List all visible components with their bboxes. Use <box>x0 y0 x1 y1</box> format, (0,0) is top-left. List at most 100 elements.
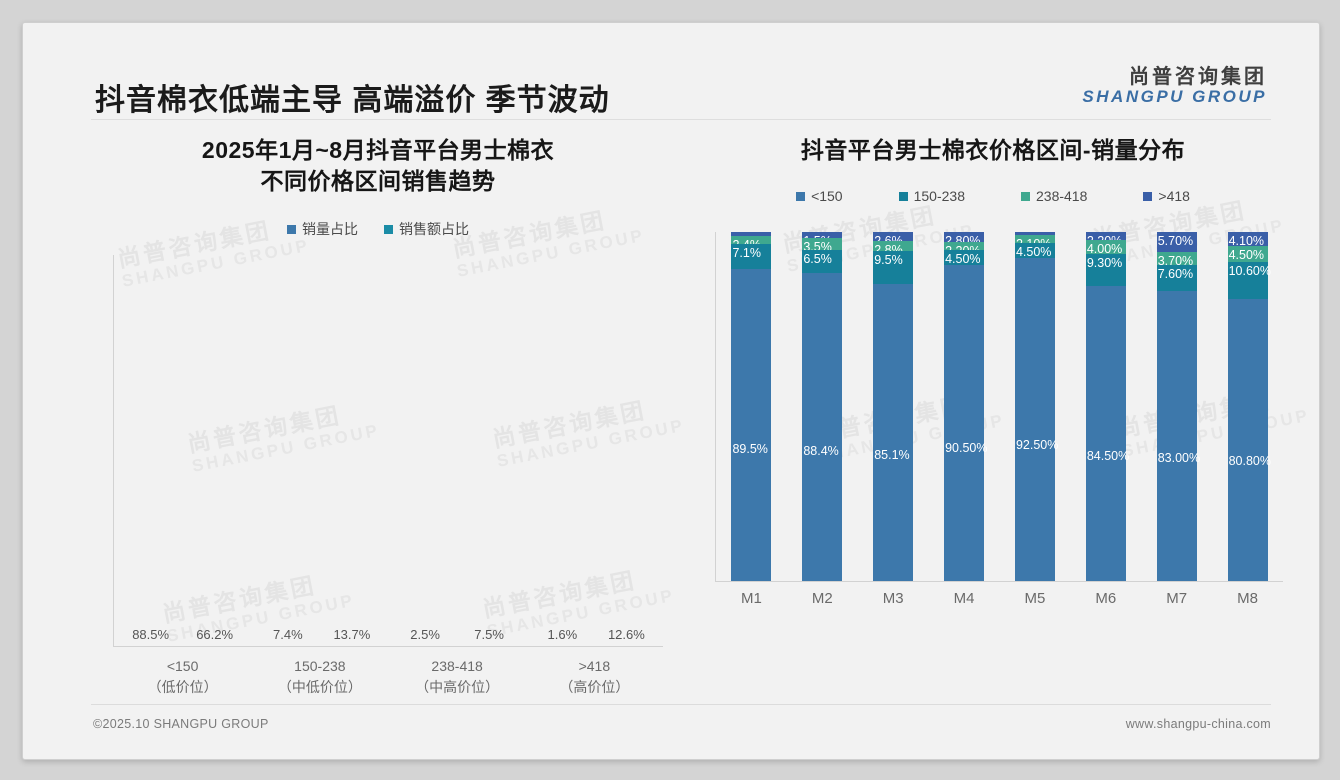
segment->418-M7[interactable]: 5.70% <box>1156 232 1197 252</box>
segment-value-label: 85.1% <box>874 448 910 463</box>
left-chart-title-line1: 2025年1月~8月抖音平台男士棉衣 <box>201 137 555 163</box>
x-tick-label: M6 <box>1095 590 1117 608</box>
segment-238-418-M1[interactable]: 2.4% <box>731 235 772 252</box>
left-chart-title-line2: 不同价格区间销售趋势 <box>260 168 496 195</box>
segment-value-label: 88.4% <box>803 443 839 458</box>
y-axis-line <box>113 255 114 648</box>
segment-238-418-M6[interactable]: 4.00% <box>1085 239 1126 256</box>
stacked-bar[interactable]: 2.20%4.00%9.30% 84.50% <box>1085 232 1130 582</box>
segment-238-418-M2[interactable]: 3.5% <box>802 237 843 254</box>
stacked-bar[interactable]: 4.10% 4.50% 10.60% 80.80% <box>1227 232 1271 582</box>
legend-label: 销售额占比 <box>399 221 469 238</box>
segment-150-238-M1[interactable]: 7.1% <box>731 243 772 269</box>
segment-150-238-M7[interactable]: 7.60% <box>1156 264 1197 292</box>
stack-column-M7: 5.70% 3.70% 7.60% 83.00% <box>1141 232 1212 582</box>
segment-value-label: 4.50% <box>945 251 981 266</box>
segment-value-label: 84.50% <box>1086 449 1130 464</box>
segment-<150-M4[interactable]: 90.50% <box>944 265 987 582</box>
segment-value-label: 10.60% <box>1228 264 1271 279</box>
bar-value-label: 13.7% <box>333 627 371 643</box>
legend-swatch-icon <box>796 191 806 201</box>
segment-150-238-M6[interactable]: 9.30% <box>1085 253 1126 287</box>
legend-item-1[interactable]: 销量占比 <box>287 219 358 239</box>
stacked-bar[interactable]: 1.5%3.5%6.5%88.4% <box>802 232 843 582</box>
segment->418-M8[interactable]: 4.10% <box>1227 232 1268 248</box>
x-tick-sublabel: （低价位） <box>147 679 218 696</box>
segment-<150-M2[interactable]: 88.4% <box>802 272 843 582</box>
x-tick-sublabel: （中高价位） <box>415 679 500 696</box>
segment-150-238-M8[interactable]: 10.60% <box>1227 262 1271 300</box>
bar-value-label: 2.5% <box>410 627 440 643</box>
x-axis-line <box>113 646 663 648</box>
slide: 尚普咨询集团 SHANGPU GROUP 尚普咨询集团 SHANGPU GROU… <box>22 22 1320 760</box>
segment-value-label: 3.70% <box>1157 253 1194 268</box>
segment-238-418-M7[interactable]: 3.70% <box>1156 251 1197 268</box>
segment-238-418-M3[interactable]: 2.8% <box>873 241 914 257</box>
segment-238-418-M4[interactable]: 2.20% <box>944 241 985 258</box>
slide-header: 抖音棉衣低端主导 高端溢价 季节波动 尚普咨询集团 SHANGPU GROUP <box>23 23 1319 119</box>
segment-value-label: 9.5% <box>874 252 903 267</box>
bar-value-label: 88.5% <box>132 627 170 643</box>
stack-column-M2: 1.5%3.5%6.5%88.4% <box>787 232 858 582</box>
segment-value-label: 89.5% <box>732 442 768 457</box>
bar-group: 2.5% 7.5% <box>389 255 526 646</box>
header-divider <box>91 119 1271 120</box>
segment->418-M4[interactable]: 2.80% <box>944 232 985 248</box>
stacked-bar[interactable]: 2.6%2.8%9.5% 85.1% <box>873 232 914 582</box>
x-tick-range: 150-238 <box>294 658 346 675</box>
stacked-bars: 1.0%2.4%7.1%89.5%1.5%3.5%6.5%88.4%2.6%2.… <box>716 232 1283 582</box>
x-tick-range: 238-418 <box>431 658 483 675</box>
x-tick-label: 150-238 （中低价位） <box>251 656 388 698</box>
segment-<150-M6[interactable]: 84.50% <box>1085 286 1130 582</box>
segment-150-238-M5[interactable]: 4.50% <box>1014 242 1055 259</box>
bar-value-label: 66.2% <box>196 627 234 643</box>
left-chart-title: 2025年1月~8月抖音平台男士棉衣 不同价格区间销售趋势 <box>73 135 683 197</box>
stack-column-M8: 4.10% 4.50% 10.60% 80.80% <box>1212 232 1283 582</box>
stacked-bar[interactable]: 2.10%2.10%4.50%92.50% <box>1014 232 1058 582</box>
stacked-bar[interactable]: 2.80%2.20%4.50% 90.50% <box>944 232 987 582</box>
segment-<150-M1[interactable]: 89.5% <box>731 268 772 582</box>
segment->418-M6[interactable]: 2.20% <box>1085 232 1126 248</box>
legend-swatch-icon <box>1021 191 1030 201</box>
segment-value-label: 6.5% <box>803 251 832 266</box>
logo-text-en: SHANGPU GROUP <box>1082 87 1267 106</box>
x-tick-sublabel: （高价位） <box>559 679 630 696</box>
footer-copyright: ©2025.10 SHANGPU GROUP <box>93 717 269 731</box>
segment-238-418-M8[interactable]: 4.50% <box>1227 246 1268 262</box>
segment-<150-M3[interactable]: 85.1% <box>873 284 914 582</box>
legend-item-3[interactable]: 238-418 <box>1021 188 1087 204</box>
legend-item-4[interactable]: >418 <box>1143 188 1190 204</box>
segment->418-M3[interactable]: 2.6% <box>873 232 914 248</box>
stacked-bar[interactable]: 1.0%2.4%7.1%89.5% <box>731 232 772 582</box>
segment-value-label: 9.30% <box>1086 255 1123 270</box>
segment-value-label: 7.60% <box>1157 266 1194 281</box>
segment-238-418-M5[interactable]: 2.10% <box>1014 235 1055 251</box>
legend-item-2[interactable]: 销售额占比 <box>384 219 469 239</box>
stack-column-M3: 2.6%2.8%9.5% 85.1% <box>858 232 929 582</box>
segment-<150-M8[interactable]: 80.80% <box>1227 299 1271 582</box>
x-tick-sublabel: （中低价位） <box>277 679 362 696</box>
segment-value-label: 4.50% <box>1015 244 1052 259</box>
legend-label: 销量占比 <box>302 221 358 238</box>
segment-150-238-M4[interactable]: 4.50% <box>944 249 985 266</box>
left-chart-legend: 销量占比 销售额占比 <box>73 219 683 239</box>
bar-group: 7.4% 13.7% <box>251 255 388 646</box>
right-chart-x-labels: M1 M2 M3 M4 M5 M6 M7 M8 <box>716 582 1283 607</box>
x-tick-label: <150 （低价位） <box>114 656 251 698</box>
logo-text-cn: 尚普咨询集团 <box>1129 66 1267 88</box>
x-tick-range: <150 <box>166 658 199 675</box>
segment-<150-M7[interactable]: 83.00% <box>1156 291 1201 582</box>
x-tick-label: 238-418 （中高价位） <box>389 656 526 698</box>
segment-value-label: 80.80% <box>1228 454 1271 469</box>
x-tick-range: >418 <box>578 658 611 675</box>
legend-item-1[interactable]: <150 <box>796 188 843 204</box>
segment-150-238-M2[interactable]: 6.5% <box>802 249 843 273</box>
segment-value-label: 83.00% <box>1157 451 1201 466</box>
page-title: 抖音棉衣低端主导 高端溢价 季节波动 <box>95 84 610 117</box>
stack-column-M5: 2.10%2.10%4.50%92.50% <box>1000 232 1071 582</box>
footer-website: www.shangpu-china.com <box>1125 717 1271 731</box>
segment-<150-M5[interactable]: 92.50% <box>1014 258 1058 582</box>
segment-150-238-M3[interactable]: 9.5% <box>873 250 914 285</box>
legend-item-2[interactable]: 150-238 <box>898 188 965 204</box>
stacked-bar[interactable]: 5.70% 3.70% 7.60% 83.00% <box>1156 232 1201 582</box>
